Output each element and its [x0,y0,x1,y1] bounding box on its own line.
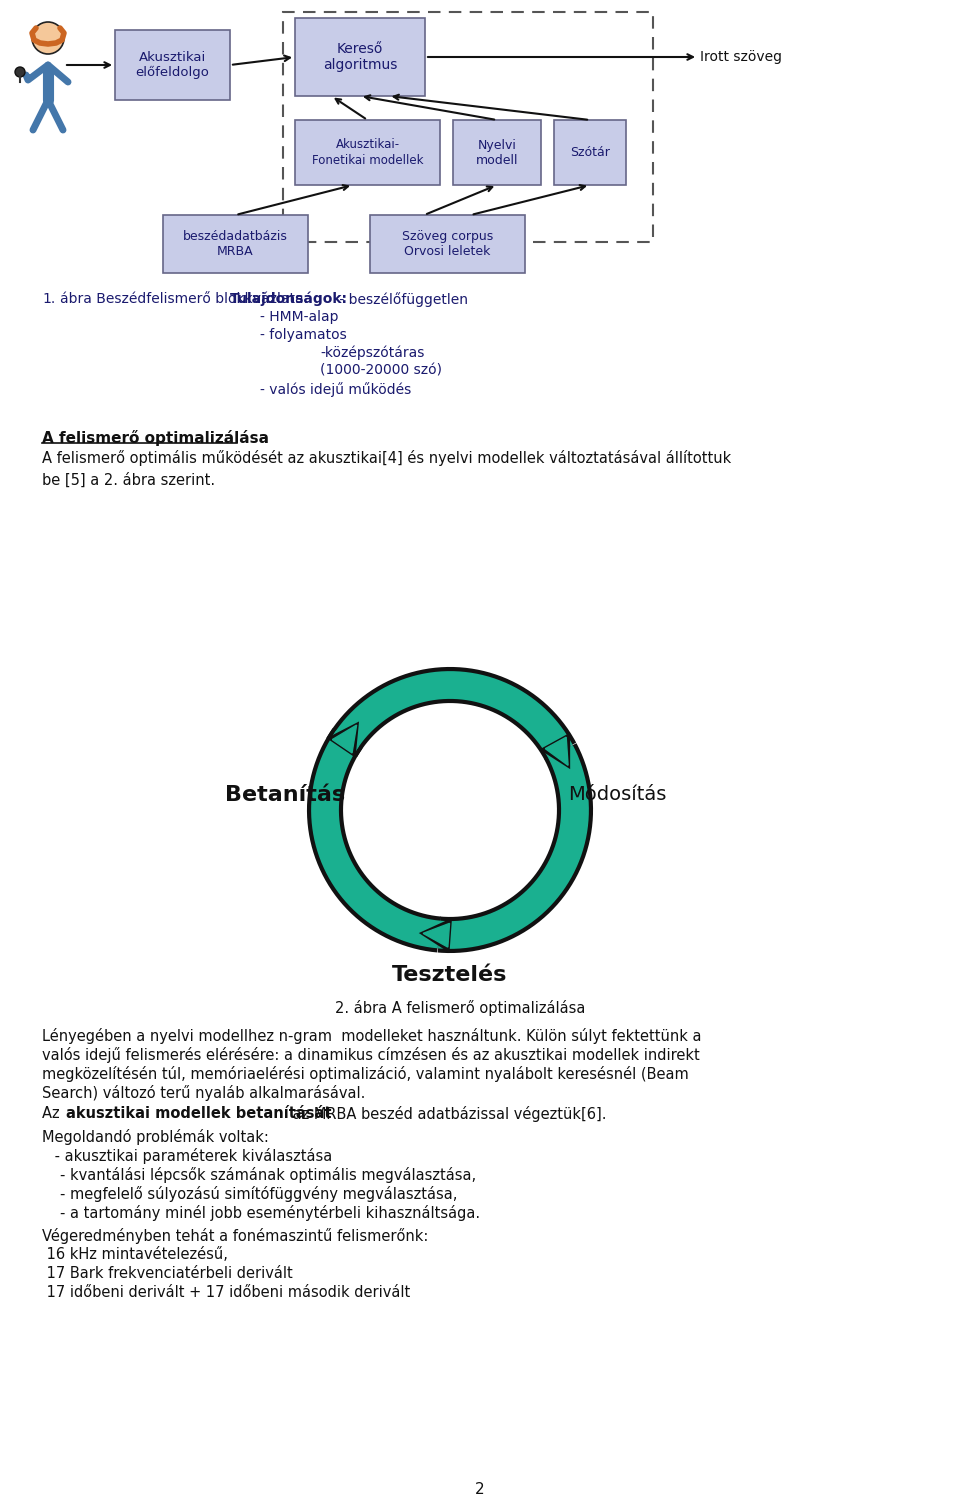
FancyBboxPatch shape [554,119,626,184]
Text: 1.: 1. [42,292,56,307]
FancyBboxPatch shape [453,119,541,184]
Text: A felismerő optimális működését az akusztikai[4] és nyelvi modellek változtatásá: A felismerő optimális működését az akusz… [42,450,732,488]
Text: Akusztikai-
Fonetikai modellek: Akusztikai- Fonetikai modellek [312,139,423,166]
Polygon shape [545,737,568,766]
Text: 16 kHz mintavételezésű,: 16 kHz mintavételezésű, [42,1247,228,1262]
Text: - kvantálási lépcsők számának optimális megválasztása,: - kvantálási lépcsők számának optimális … [60,1166,476,1183]
Text: - folyamatos: - folyamatos [260,328,347,341]
Text: Nyelvi
modell: Nyelvi modell [476,139,518,166]
Text: - HMM-alap: - HMM-alap [260,310,339,323]
Circle shape [32,23,64,54]
Text: 2. ábra A felismerő optimalizálása: 2. ábra A felismerő optimalizálása [335,1000,586,1015]
Text: - megfelelő súlyozású simítófüggvény megválasztása,: - megfelelő súlyozású simítófüggvény meg… [60,1186,457,1201]
Text: 17 időbeni derivált + 17 időbeni második derivált: 17 időbeni derivált + 17 időbeni második… [42,1284,410,1299]
Text: - beszélőfüggetlen: - beszélőfüggetlen [335,292,468,307]
Text: Irott szöveg: Irott szöveg [700,50,782,63]
FancyBboxPatch shape [295,119,440,184]
Circle shape [15,66,25,77]
Text: Tulajdonságok:: Tulajdonságok: [230,292,348,307]
Text: Megoldandó problémák voltak:: Megoldandó problémák voltak: [42,1129,269,1145]
Text: beszédadatbázis
MRBA: beszédadatbázis MRBA [183,230,288,258]
Polygon shape [330,725,356,754]
Text: -középszótáras: -középszótáras [320,346,424,361]
Text: - valós idejű működés: - valós idejű működés [260,382,411,397]
Text: ábra Beszédfelismerő blokkvázlata.: ábra Beszédfelismerő blokkvázlata. [60,292,312,307]
Text: Lényegében a nyelvi modellhez n-gram  modelleket használtunk. Külön súlyt fektet: Lényegében a nyelvi modellhez n-gram mod… [42,1027,702,1044]
Text: - a tartomány minél jobb eseménytérbeli kihasználtsága.: - a tartomány minél jobb eseménytérbeli … [60,1204,480,1221]
Text: A felismerő optimalizálása: A felismerő optimalizálása [42,431,269,446]
Text: (1000-20000 szó): (1000-20000 szó) [320,364,442,378]
Text: Az: Az [42,1106,64,1121]
Polygon shape [543,736,568,766]
FancyBboxPatch shape [295,18,425,97]
Text: valós idejű felismerés elérésére: a dinamikus címzésen és az akusztikai modellek: valós idejű felismerés elérésére: a dina… [42,1047,700,1064]
Text: Betanítás: Betanítás [225,786,346,805]
Text: Search) változó terű nyaláb alkalmarásával.: Search) változó terű nyaláb alkalmarásáv… [42,1085,366,1102]
Polygon shape [332,725,356,752]
Polygon shape [423,923,449,947]
Text: Tesztelés: Tesztelés [393,966,508,985]
Text: Végeredményben tehát a fonémaszintű felismerőnk:: Végeredményben tehát a fonémaszintű feli… [42,1228,428,1244]
Text: 2: 2 [475,1482,485,1497]
Text: Módosítás: Módosítás [568,786,666,804]
Text: 17 Bark frekvenciatérbeli derivált: 17 Bark frekvenciatérbeli derivált [42,1266,293,1281]
FancyBboxPatch shape [163,215,308,273]
Polygon shape [423,922,449,949]
Text: Szótár: Szótár [570,147,610,159]
FancyBboxPatch shape [370,215,525,273]
Text: akusztikai modellek betanítását: akusztikai modellek betanítását [66,1106,331,1121]
FancyBboxPatch shape [115,30,230,100]
Text: megközelítésén túl, memóriaelérési optimalizáció, valamint nyalábolt keresésnél : megközelítésén túl, memóriaelérési optim… [42,1065,688,1082]
Text: - akusztikai paraméterek kiválasztása: - akusztikai paraméterek kiválasztása [50,1148,332,1163]
Text: Akusztikai
előfeldolgo: Akusztikai előfeldolgo [135,51,209,79]
Text: az MRBA beszéd adatbázissal végeztük[6].: az MRBA beszéd adatbázissal végeztük[6]. [288,1106,607,1123]
Text: Szöveg corpus
Orvosi leletek: Szöveg corpus Orvosi leletek [402,230,493,258]
Text: Kereső
algoritmus: Kereső algoritmus [323,42,397,73]
